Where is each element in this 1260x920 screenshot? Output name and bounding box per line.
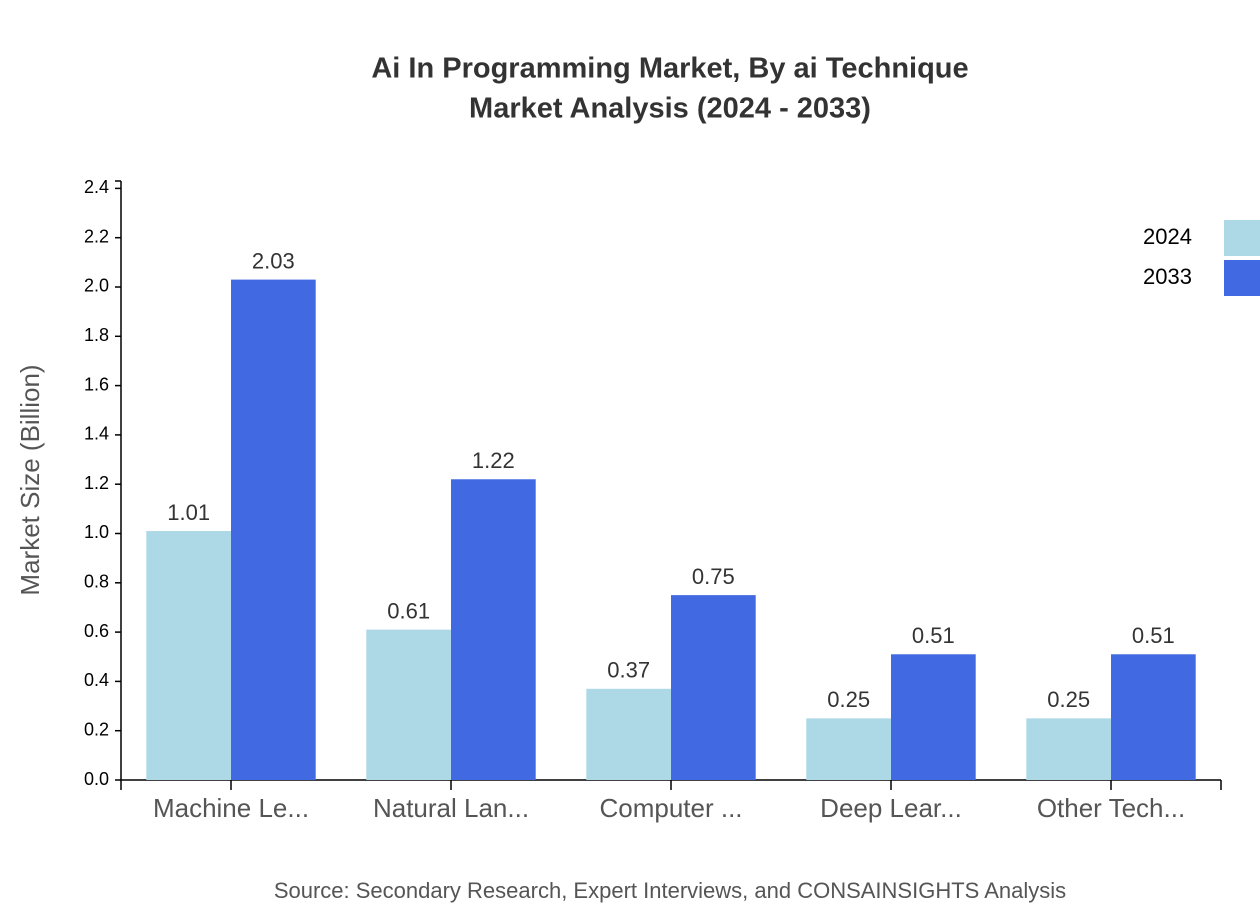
bar (451, 479, 536, 780)
chart-subtitle: Market Analysis (2024 - 2033) (469, 93, 871, 125)
bar (806, 718, 891, 780)
bar (1111, 654, 1196, 780)
value-label: 0.51 (912, 623, 955, 648)
value-label: 0.25 (1047, 687, 1090, 712)
bar (586, 688, 671, 780)
value-label: 0.51 (1132, 623, 1175, 648)
y-tick-label: 0.0 (84, 769, 109, 789)
y-tick-label: 1.8 (84, 325, 109, 345)
y-tick-label: 1.2 (84, 473, 109, 493)
value-label: 1.01 (167, 500, 210, 525)
y-tick-label: 2.2 (84, 226, 109, 246)
x-tick-label: Deep Lear... (820, 793, 962, 823)
x-tick-label: Other Tech... (1037, 793, 1185, 823)
bar (366, 629, 451, 780)
y-tick-label: 2.4 (84, 177, 109, 197)
bar (671, 595, 756, 780)
y-tick-label: 1.6 (84, 374, 109, 394)
value-label: 2.03 (252, 248, 295, 273)
y-tick-label: 0.8 (84, 572, 109, 592)
value-label: 0.37 (607, 658, 650, 683)
bar (1026, 718, 1111, 780)
value-label: 0.75 (692, 564, 735, 589)
bar (231, 279, 316, 780)
bar (146, 531, 231, 780)
y-tick-label: 1.0 (84, 522, 109, 542)
y-tick-label: 0.4 (84, 670, 109, 690)
y-tick-label: 2.0 (84, 276, 109, 296)
legend-label: 2033 (1143, 264, 1192, 289)
chart-title: Ai In Programming Market, By ai Techniqu… (371, 53, 968, 85)
value-label: 0.61 (387, 598, 430, 623)
legend-swatch (1224, 220, 1260, 256)
y-tick-label: 1.4 (84, 424, 109, 444)
y-tick-label: 0.2 (84, 719, 109, 739)
x-tick-label: Machine Le... (153, 793, 309, 823)
y-axis-label: Market Size (Billion) (15, 364, 45, 595)
value-label: 0.25 (827, 687, 870, 712)
x-tick-label: Natural Lan... (373, 793, 529, 823)
bar (891, 654, 976, 780)
legend-label: 2024 (1143, 224, 1192, 249)
source-note: Source: Secondary Research, Expert Inter… (274, 878, 1066, 903)
legend-swatch (1224, 260, 1260, 296)
y-tick-label: 0.6 (84, 621, 109, 641)
value-label: 1.22 (472, 448, 515, 473)
x-tick-label: Computer ... (599, 793, 742, 823)
